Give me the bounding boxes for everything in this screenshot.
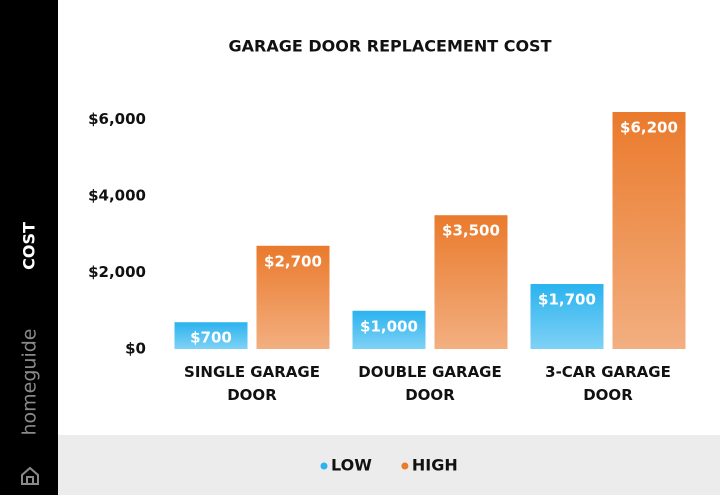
bar [530,284,604,349]
legend-bar [58,435,720,495]
value-label: $1,000 [360,317,418,335]
value-label: $6,200 [620,119,678,137]
bar [352,310,426,349]
chart-title: GARAGE DOOR REPLACEMENT COST [229,37,552,56]
value-label: $1,700 [538,291,596,309]
bar [256,245,330,349]
bar [612,112,686,349]
legend-marker [320,462,328,470]
y-tick-label: $4,000 [88,187,146,205]
value-label: $700 [190,329,232,347]
brand-icon [21,466,39,485]
bar [434,215,508,349]
legend-marker [401,462,409,470]
value-label: $3,500 [442,222,500,240]
y-tick-label: $0 [125,340,146,358]
x-tick-label: 3-CAR GARAGE DOOR [545,363,671,404]
x-tick-label: SINGLE GARAGE DOOR [184,363,320,404]
legend-label: LOW [331,456,372,475]
bar [174,322,248,349]
value-label: $2,700 [264,252,322,270]
y-axis-label: COST [20,222,39,270]
brand: homeguide [19,329,41,436]
y-tick-label: $6,000 [88,110,146,128]
legend-label: HIGH [412,456,458,475]
sidebar [0,0,58,495]
y-tick-label: $2,000 [88,263,146,281]
x-tick-label: DOUBLE GARAGE DOOR [358,363,502,404]
